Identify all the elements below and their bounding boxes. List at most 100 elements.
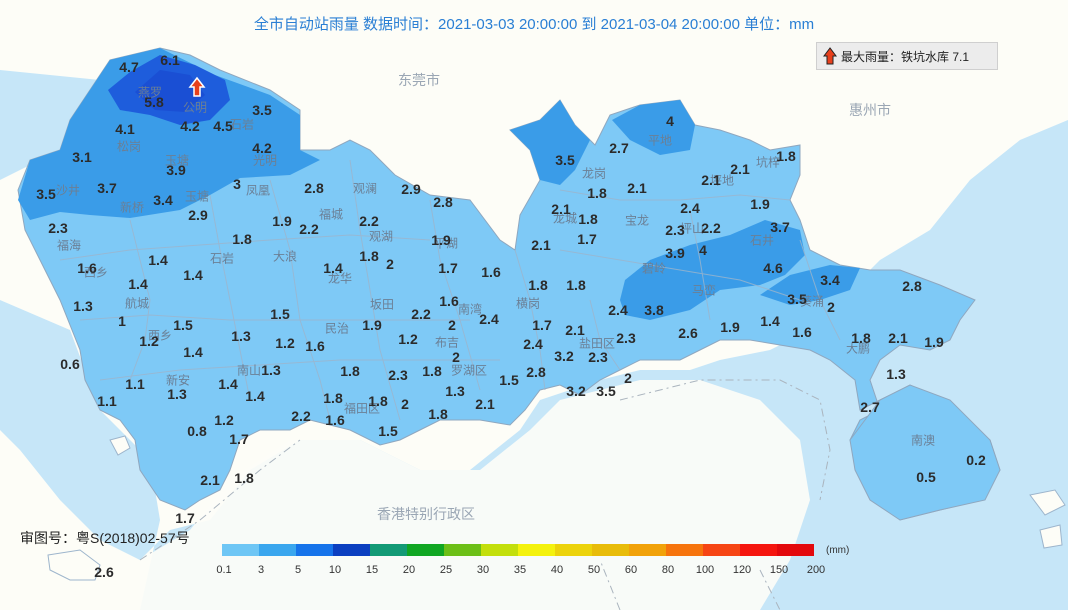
district-label: 玉塘 <box>184 189 210 204</box>
legend-swatch <box>666 544 703 556</box>
district-label: 新安 <box>165 373 191 388</box>
district-label: 坪山 <box>679 221 705 236</box>
city-label: 东莞市 <box>398 72 440 88</box>
island <box>1029 489 1066 516</box>
rain-value-label: 2.6 <box>94 564 114 580</box>
rain-value-label: 2.9 <box>188 207 208 223</box>
legend-swatch <box>629 544 666 556</box>
rain-value-label: 1 <box>118 313 126 329</box>
legend-tick-label: 80 <box>661 564 675 576</box>
rain-value-label: 2.4 <box>608 302 628 318</box>
rain-value-label: 1.6 <box>481 264 501 280</box>
rain-value-label: 1.4 <box>148 252 168 268</box>
rain-value-label: 2.1 <box>701 172 721 188</box>
rain-value-label: 1.2 <box>139 333 159 349</box>
rain-value-label: 2.1 <box>565 322 585 338</box>
district-label: 碧岭 <box>641 261 667 276</box>
island <box>109 435 131 456</box>
rain-value-label: 1.7 <box>438 260 458 276</box>
legend-swatch <box>444 544 481 556</box>
rain-value-label: 1.6 <box>325 412 345 428</box>
rain-value-label: 1.3 <box>73 298 93 314</box>
rain-value-label: 4.6 <box>763 260 783 276</box>
rain-value-label: 2.4 <box>680 200 700 216</box>
district-label: 马峦 <box>691 283 717 298</box>
legend-tick-label: 120 <box>732 564 752 576</box>
district-label: 新桥 <box>119 200 145 215</box>
district-label: 福田区 <box>343 401 381 416</box>
max-rain-label: 最大雨量：铁坑水库 7.1 <box>841 49 970 64</box>
island <box>1039 524 1063 549</box>
rain-value-label: 1.5 <box>173 317 193 333</box>
rain-value-label: 1.9 <box>362 317 382 333</box>
mid-rain-region-pingshan <box>620 220 805 320</box>
rain-value-label: 2.1 <box>730 161 750 177</box>
rain-value-label: 1.3 <box>231 328 251 344</box>
rain-value-label: 1.4 <box>183 267 203 283</box>
rain-value-label: 0.5 <box>916 469 936 485</box>
rain-value-label: 3.2 <box>566 383 586 399</box>
rain-value-label: 1.6 <box>305 338 325 354</box>
rain-value-label: 2.1 <box>475 396 495 412</box>
district-label: 西乡 <box>147 328 173 343</box>
rain-value-label: 1.4 <box>760 313 780 329</box>
peak-rain-region <box>135 70 205 112</box>
legend-swatch <box>370 544 407 556</box>
rain-value-label: 4.2 <box>252 140 272 156</box>
legend-swatch <box>555 544 592 556</box>
rain-value-label: 1.6 <box>77 260 97 276</box>
approval-number: 审图号：粤S(2018)02-57号 <box>20 530 190 546</box>
rain-value-label: 1.8 <box>359 248 379 264</box>
rain-value-label: 1.2 <box>275 335 295 351</box>
district-label: 盐田区 <box>578 336 616 351</box>
rain-value-label: 5.8 <box>144 94 164 110</box>
rain-value-label: 4.5 <box>213 118 233 134</box>
rain-value-label: 3.8 <box>644 302 664 318</box>
legend-swatch <box>518 544 555 556</box>
rain-value-label: 3.5 <box>252 102 272 118</box>
legend-tick-label: 40 <box>550 564 564 576</box>
district-label: 宝龙 <box>624 213 650 228</box>
district-label: 龙岗 <box>581 166 607 181</box>
rain-value-label: 1.8 <box>232 231 252 247</box>
rain-value-label: 3.9 <box>166 162 186 178</box>
district-label: 石岩 <box>229 117 255 132</box>
rain-value-label: 0.8 <box>187 423 207 439</box>
district-label: 玉塘 <box>164 153 190 168</box>
rain-value-label: 2.7 <box>860 399 880 415</box>
district-label: 燕罗 <box>137 85 163 100</box>
rain-value-label: 3.5 <box>555 152 575 168</box>
district-label: 龙华 <box>327 271 353 286</box>
district-label: 福海 <box>56 238 82 253</box>
rain-value-label: 3.4 <box>820 272 840 288</box>
rain-value-label: 1.6 <box>439 293 459 309</box>
rain-value-label: 2.2 <box>701 220 721 236</box>
rain-value-label: 2.9 <box>401 181 421 197</box>
mid-rain-region-west <box>18 48 320 220</box>
rain-value-label: 3.5 <box>787 291 807 307</box>
rain-value-label: 2.1 <box>888 330 908 346</box>
legend-tick-label: 20 <box>402 564 416 576</box>
rain-value-label: 1.7 <box>229 431 249 447</box>
rain-value-label: 2.1 <box>531 237 551 253</box>
district-label: 公明 <box>182 100 208 115</box>
rain-value-label: 1.7 <box>175 510 195 526</box>
rain-value-label: 2 <box>624 370 632 386</box>
rain-value-label: 2.2 <box>411 306 431 322</box>
rain-value-label: 3.7 <box>97 180 117 196</box>
rain-value-label: 0.6 <box>60 356 80 372</box>
district-label: 南山 <box>236 363 262 378</box>
rain-value-label: 1.9 <box>720 319 740 335</box>
legend-swatch <box>592 544 629 556</box>
page-title: 全市自动站雨量 数据时间：2021-03-03 20:00:00 到 2021-… <box>253 16 815 33</box>
legend-tick-label: 60 <box>624 564 638 576</box>
rain-value-label: 4 <box>666 113 674 129</box>
district-label: 观湖 <box>368 229 394 244</box>
rain-value-label: 2.8 <box>902 278 922 294</box>
rain-value-label: 1.7 <box>532 317 552 333</box>
rain-value-label: 1.8 <box>528 277 548 293</box>
rain-value-label: 1.2 <box>398 331 418 347</box>
rain-value-label: 3.4 <box>153 192 173 208</box>
rain-value-label: 1.2 <box>214 412 234 428</box>
city-label: 香港特别行政区 <box>377 506 475 522</box>
